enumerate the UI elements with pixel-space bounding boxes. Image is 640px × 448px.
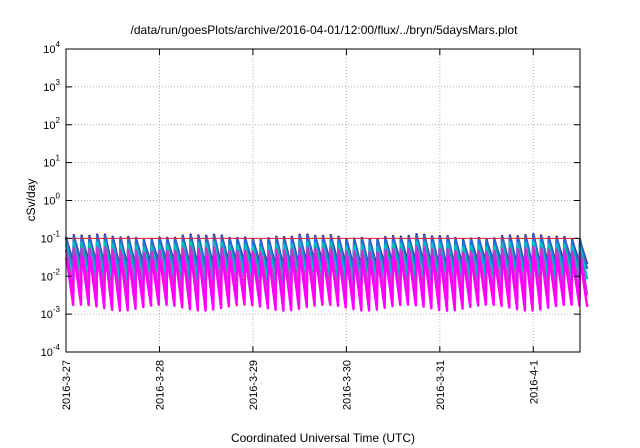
y-tick-label: 10-3 xyxy=(41,305,61,321)
series-layer xyxy=(64,232,589,312)
y-tick-label: 10-1 xyxy=(41,229,61,245)
x-tick-label: 2016-3-28 xyxy=(154,360,166,410)
y-axis-label: cSv/day xyxy=(24,179,38,222)
x-tick-label: 2016-3-27 xyxy=(61,360,73,410)
series-line xyxy=(64,240,589,285)
y-tick-label: 10-4 xyxy=(41,343,61,359)
x-axis-label: Coordinated Universal Time (UTC) xyxy=(231,431,415,445)
x-tick-label: 2016-3-31 xyxy=(435,360,447,410)
series-line xyxy=(64,234,589,274)
x-axis: 2016-3-27 2016-3-28 2016-3-29 2016-3-30 2016… xyxy=(61,49,540,410)
chart-title: /data/run/goesPlots/archive/2016-04-01/1… xyxy=(131,23,519,37)
y-tick-label: 101 xyxy=(43,154,60,170)
series-line xyxy=(64,245,589,301)
y-tick-label: 10-2 xyxy=(41,267,61,283)
y-tick-label: 104 xyxy=(43,40,60,56)
x-tick-label: 2016-4-1 xyxy=(528,360,540,404)
y-axis: 10-4 10-3 10-2 10-1 100 101 102 103 104 xyxy=(41,40,580,359)
y-tick-label: 102 xyxy=(43,116,60,132)
series-line xyxy=(64,254,589,312)
x-tick-label: 2016-3-30 xyxy=(341,360,353,410)
y-tick-label: 103 xyxy=(43,78,60,94)
x-tick-label: 2016-3-29 xyxy=(248,360,260,410)
y-tick-label: 100 xyxy=(43,192,60,208)
